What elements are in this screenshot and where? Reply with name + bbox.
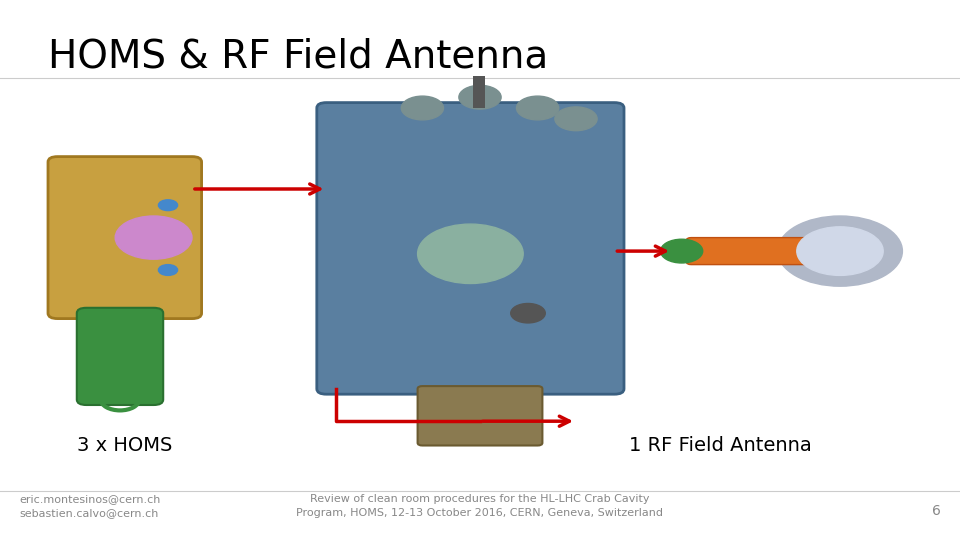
FancyBboxPatch shape <box>686 238 845 265</box>
Text: Review of clean room procedures for the HL-LHC Crab Cavity
Program, HOMS, 12-13 : Review of clean room procedures for the … <box>297 495 663 518</box>
FancyBboxPatch shape <box>317 103 624 394</box>
FancyBboxPatch shape <box>418 386 542 445</box>
Circle shape <box>516 96 559 120</box>
Text: 3 x HOMS: 3 x HOMS <box>77 436 173 455</box>
Circle shape <box>158 200 178 211</box>
FancyBboxPatch shape <box>77 308 163 405</box>
FancyBboxPatch shape <box>48 157 202 319</box>
Circle shape <box>418 224 523 284</box>
Circle shape <box>778 216 902 286</box>
FancyBboxPatch shape <box>473 76 485 108</box>
Circle shape <box>555 107 597 131</box>
Circle shape <box>511 303 545 323</box>
Text: 6: 6 <box>932 504 941 518</box>
Circle shape <box>797 227 883 275</box>
Circle shape <box>115 216 192 259</box>
Text: eric.montesinos@cern.ch
sebastien.calvo@cern.ch: eric.montesinos@cern.ch sebastien.calvo@… <box>19 495 160 518</box>
Circle shape <box>660 239 703 263</box>
Circle shape <box>158 265 178 275</box>
Text: 1 RF Field Antenna: 1 RF Field Antenna <box>629 436 811 455</box>
Text: HOMS & RF Field Antenna: HOMS & RF Field Antenna <box>48 38 548 76</box>
Circle shape <box>459 85 501 109</box>
Circle shape <box>401 96 444 120</box>
